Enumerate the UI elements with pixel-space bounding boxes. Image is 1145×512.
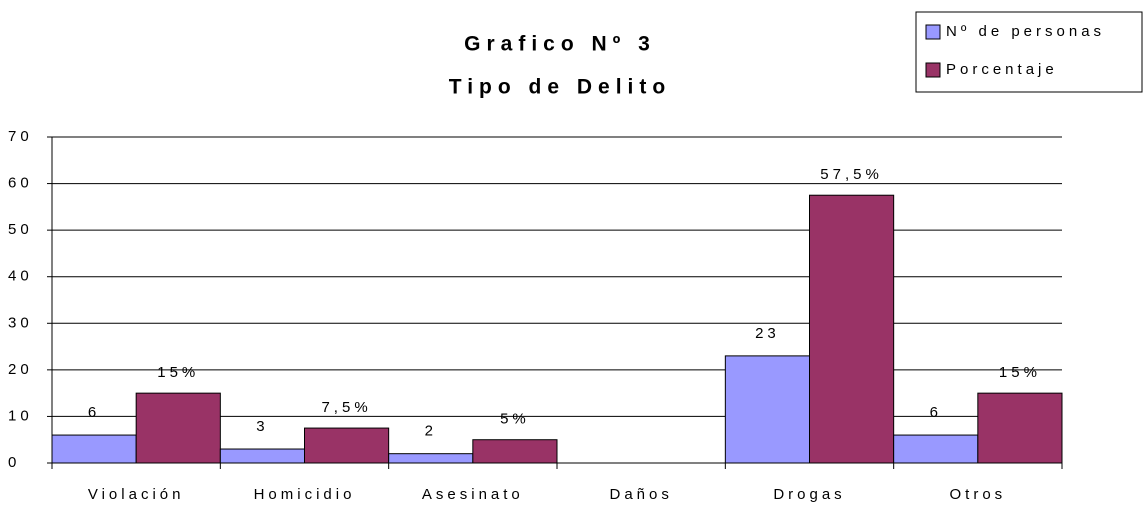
data-label: 5% <box>500 411 530 428</box>
x-tick-label: Violación <box>88 486 185 503</box>
x-tick-label: Daños <box>609 486 672 503</box>
x-tick-label: Drogas <box>773 486 845 503</box>
data-label: 15% <box>999 364 1041 381</box>
bar <box>219 448 305 464</box>
x-tick-label: Homicidio <box>254 486 356 503</box>
y-tick-label: 40 <box>8 268 33 285</box>
bar <box>135 392 221 464</box>
data-label: 57,5% <box>820 166 883 183</box>
y-tick-label: 70 <box>8 128 33 145</box>
y-tick-label: 0 <box>8 454 20 471</box>
bar <box>388 453 474 464</box>
y-tick-label: 10 <box>8 407 33 424</box>
bar <box>724 355 810 464</box>
y-tick-label: 20 <box>8 361 33 378</box>
data-label: 7,5% <box>321 399 371 416</box>
chart-title: Grafico Nº 3 <box>464 33 656 56</box>
legend-label: Nº de personas <box>946 23 1105 40</box>
bar <box>304 427 390 464</box>
legend-box <box>915 11 1143 93</box>
x-tick-label: Asesinato <box>422 486 524 503</box>
bar <box>51 434 137 464</box>
bar <box>977 392 1063 464</box>
legend-swatch <box>925 62 941 78</box>
x-tick-label: Otros <box>949 486 1006 503</box>
data-label: 6 <box>88 404 100 421</box>
data-label: 15% <box>157 364 199 381</box>
data-label: 23 <box>755 325 780 342</box>
legend-label: Porcentaje <box>946 61 1058 78</box>
y-tick-label: 30 <box>8 314 33 331</box>
data-label: 2 <box>425 423 437 440</box>
bar <box>472 439 558 464</box>
y-tick-label: 60 <box>8 175 33 192</box>
bar <box>893 434 979 464</box>
chart-subtitle: Tipo de Delito <box>449 76 671 99</box>
data-label: 6 <box>930 404 942 421</box>
y-tick-label: 50 <box>8 221 33 238</box>
bar <box>809 194 895 464</box>
data-label: 3 <box>256 418 268 435</box>
legend-swatch <box>925 24 941 40</box>
